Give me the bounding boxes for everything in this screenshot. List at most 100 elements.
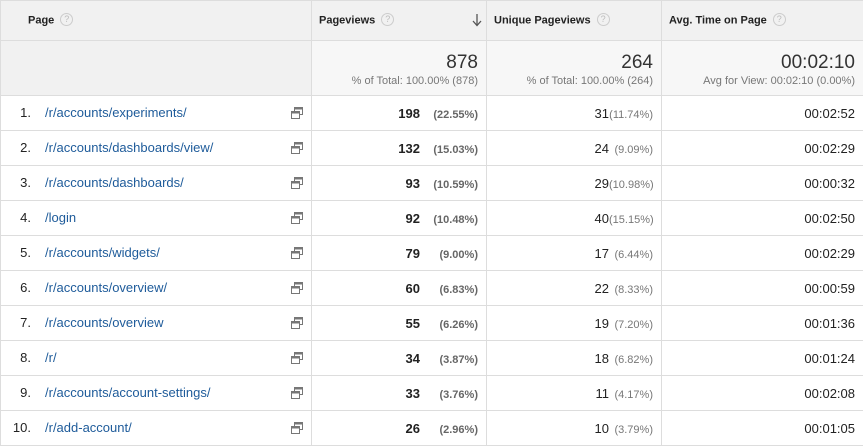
page-link[interactable]: /r/accounts/experiments/ xyxy=(45,105,187,120)
open-in-new-window-icon[interactable] xyxy=(291,142,303,154)
totals-avg-time-sub: Avg for View: 00:02:10 (0.00%) xyxy=(703,75,855,87)
unique-pageviews-percent: (6.82%) xyxy=(614,353,653,366)
row-index: 5. xyxy=(20,245,31,260)
pageviews-cell: 92 (10.48%) xyxy=(311,200,487,236)
column-header-page-label: Page xyxy=(28,14,55,27)
open-in-new-window-icon[interactable] xyxy=(291,317,303,329)
unique-pageviews-percent: (3.79%) xyxy=(614,423,653,436)
page-link[interactable]: /r/add-account/ xyxy=(45,420,132,435)
totals-avg-time: 00:02:10 Avg for View: 00:02:10 (0.00%) xyxy=(661,40,863,96)
column-header-pageviews-label: Pageviews xyxy=(319,14,376,27)
help-icon[interactable]: ? xyxy=(60,13,74,26)
open-in-new-window-icon[interactable] xyxy=(291,107,303,119)
page-cell: 2. /r/accounts/dashboards/view/ xyxy=(0,130,312,166)
avg-time-cell: 00:01:24 xyxy=(661,340,863,376)
column-header-avg-time[interactable]: Avg. Time on Page? xyxy=(661,0,863,41)
table-body: 878 % of Total: 100.00% (878) 264 % of T… xyxy=(0,40,863,446)
table-row: 7. /r/accounts/overview 55 (6.26%) 19 (7.2… xyxy=(0,305,863,341)
page-cell: 10. /r/add-account/ xyxy=(0,410,312,446)
avg-time-cell: 00:01:36 xyxy=(661,305,863,341)
unique-pageviews-value: 31 xyxy=(594,105,609,121)
unique-pageviews-percent: (4.17%) xyxy=(614,388,653,401)
pageviews-percent: (10.48%) xyxy=(433,213,478,226)
column-header-pageviews[interactable]: Pageviews? xyxy=(311,0,487,41)
unique-pageviews-percent: (15.15%) xyxy=(609,213,654,226)
page-link[interactable]: /login xyxy=(45,210,77,225)
table-row: 5. /r/accounts/widgets/ 79 (9.00%) 17 (6.4… xyxy=(0,235,863,271)
pageviews-percent: (22.55%) xyxy=(433,108,478,121)
page-link[interactable]: /r/accounts/dashboards/view/ xyxy=(45,140,214,155)
page-cell: 7. /r/accounts/overview xyxy=(0,305,312,341)
row-index: 10. xyxy=(12,420,31,435)
pageviews-value: 132 xyxy=(398,140,420,156)
pageviews-percent: (6.83%) xyxy=(439,283,478,296)
totals-unique-pageviews-sub: % of Total: 100.00% (264) xyxy=(526,75,653,87)
table-row: 3. /r/accounts/dashboards/ 93 (10.59%) 29… xyxy=(0,165,863,201)
page-link[interactable]: /r/accounts/widgets/ xyxy=(45,245,160,260)
pageviews-value: 92 xyxy=(405,210,420,226)
unique-pageviews-percent: (9.09%) xyxy=(614,143,653,156)
avg-time-cell: 00:01:05 xyxy=(661,410,863,446)
help-icon[interactable]: ? xyxy=(772,13,786,26)
help-icon[interactable]: ? xyxy=(381,13,395,26)
pageviews-cell: 34 (3.87%) xyxy=(311,340,487,376)
avg-time-cell: 00:02:29 xyxy=(661,130,863,166)
unique-pageviews-value: 11 xyxy=(595,385,610,401)
page-cell: 5. /r/accounts/widgets/ xyxy=(0,235,312,271)
totals-row: 878 % of Total: 100.00% (878) 264 % of T… xyxy=(0,40,863,96)
table-row: 1. /r/accounts/experiments/ 198 (22.55%) … xyxy=(0,95,863,131)
pageviews-cell: 26 (2.96%) xyxy=(311,410,487,446)
table-row: 2. /r/accounts/dashboards/view/ 132 (15.0… xyxy=(0,130,863,166)
page-cell: 4. /login xyxy=(0,200,312,236)
unique-pageviews-percent: (8.33%) xyxy=(614,283,653,296)
totals-unique-pageviews: 264 % of Total: 100.00% (264) xyxy=(486,40,662,96)
row-index: 6. xyxy=(20,280,31,295)
pageviews-value: 33 xyxy=(405,385,420,401)
row-index: 7. xyxy=(20,315,31,330)
page-link[interactable]: /r/accounts/account-settings/ xyxy=(45,385,211,400)
pageviews-cell: 79 (9.00%) xyxy=(311,235,487,271)
totals-pageviews-sub: % of Total: 100.00% (878) xyxy=(351,75,478,87)
page-cell: 3. /r/accounts/dashboards/ xyxy=(0,165,312,201)
unique-pageviews-value: 22 xyxy=(594,280,609,296)
table-row: 8. /r/ 34 (3.87%) 18 (6.82%) 00:01:24 xyxy=(0,340,863,376)
pageviews-value: 93 xyxy=(405,175,420,191)
column-header-page[interactable]: Page? xyxy=(0,0,312,41)
page-link[interactable]: /r/accounts/overview/ xyxy=(45,280,168,295)
totals-blank-cell xyxy=(0,40,312,96)
avg-time-cell: 00:02:29 xyxy=(661,235,863,271)
sort-descending-icon[interactable] xyxy=(472,12,482,28)
page-link[interactable]: /r/ xyxy=(45,350,57,365)
open-in-new-window-icon[interactable] xyxy=(291,212,303,224)
open-in-new-window-icon[interactable] xyxy=(291,282,303,294)
column-header-avg-time-label: Avg. Time on Page xyxy=(669,14,767,27)
help-icon[interactable]: ? xyxy=(596,13,610,26)
page-cell: 8. /r/ xyxy=(0,340,312,376)
page-link[interactable]: /r/accounts/dashboards/ xyxy=(45,175,184,190)
open-in-new-window-icon[interactable] xyxy=(291,387,303,399)
open-in-new-window-icon[interactable] xyxy=(291,352,303,364)
unique-pageviews-cell: 24 (9.09%) xyxy=(486,130,662,166)
row-index: 3. xyxy=(20,175,31,190)
pageviews-percent: (15.03%) xyxy=(433,143,478,156)
totals-pageviews: 878 % of Total: 100.00% (878) xyxy=(311,40,487,96)
unique-pageviews-percent: (6.44%) xyxy=(614,248,653,261)
page-link[interactable]: /r/accounts/overview xyxy=(45,315,164,330)
pageviews-percent: (9.00%) xyxy=(439,248,478,261)
unique-pageviews-cell: 17 (6.44%) xyxy=(486,235,662,271)
unique-pageviews-cell: 22 (8.33%) xyxy=(486,270,662,306)
unique-pageviews-value: 19 xyxy=(594,315,609,331)
pageviews-percent: (3.76%) xyxy=(439,388,478,401)
row-index: 8. xyxy=(20,350,31,365)
pageviews-cell: 60 (6.83%) xyxy=(311,270,487,306)
column-header-unique-pageviews[interactable]: Unique Pageviews? xyxy=(486,0,662,41)
pageviews-value: 34 xyxy=(405,350,420,366)
unique-pageviews-cell: 29(10.98%) xyxy=(486,165,662,201)
unique-pageviews-cell: 31(11.74%) xyxy=(486,95,662,131)
open-in-new-window-icon[interactable] xyxy=(291,247,303,259)
unique-pageviews-value: 10 xyxy=(594,420,609,436)
open-in-new-window-icon[interactable] xyxy=(291,422,303,434)
open-in-new-window-icon[interactable] xyxy=(291,177,303,189)
pageviews-cell: 33 (3.76%) xyxy=(311,375,487,411)
